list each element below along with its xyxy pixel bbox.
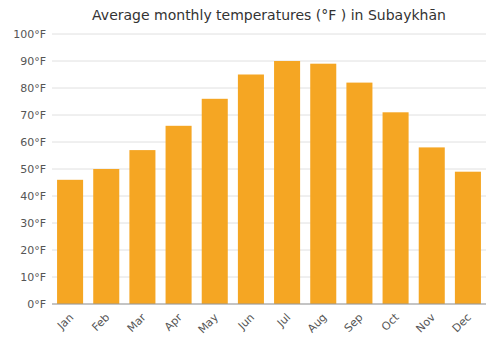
bar [202,99,228,304]
x-tick-label: Jun [235,311,257,333]
x-tick-labels: Jan Feb Mar Apr May Jun Jul Aug Sep Oct Nov Dec [54,310,474,336]
bar [238,75,264,305]
y-tick-label: 30°F [20,217,46,230]
grid-line [52,34,486,35]
x-tick-label: Oct [379,310,402,333]
y-tick-labels: 0°F 10°F 20°F 30°F 40°F 50°F 60°F 70°F 80°F 90°F 1… [13,28,46,311]
chart-title: Average monthly temperatures (°F ) in Su… [92,7,446,23]
x-tick-label: Jan [54,311,76,333]
x-tick-label: Jul [274,311,293,330]
y-tick-label: 70°F [20,109,46,122]
x-tick-label: Apr [162,311,185,334]
x-axis-line [52,304,486,305]
y-tick-label: 60°F [20,136,46,149]
bar [346,83,372,304]
y-tick-label: 80°F [20,82,46,95]
x-tick-label: Feb [89,311,112,334]
grid-line [52,304,486,305]
y-tick-label: 40°F [20,190,46,203]
y-grid [52,34,486,304]
chart-container: Average monthly temperatures (°F ) in Su… [0,0,500,350]
grid-line [52,61,486,62]
bar [93,169,119,304]
y-tick-label: 50°F [20,163,46,176]
grid-line [52,142,486,143]
bar [455,172,481,304]
y-tick-label: 10°F [20,271,46,284]
x-tick-label: Mar [125,311,149,335]
chart-svg: Average monthly temperatures (°F ) in Su… [0,0,500,350]
bar [419,147,445,304]
bar [310,64,336,304]
y-tick-label: 100°F [13,28,46,41]
bar [383,112,409,304]
x-tick-label: Dec [450,311,474,335]
bar [274,61,300,304]
bars [57,61,481,304]
bar [129,150,155,304]
x-tick-label: Nov [413,311,438,336]
grid-line [52,115,486,116]
y-tick-label: 0°F [27,298,46,311]
y-tick-label: 20°F [20,244,46,257]
y-tick-label: 90°F [20,55,46,68]
bar [57,180,83,304]
bar [166,126,192,304]
grid-line [52,88,486,89]
x-tick-label: May [196,311,222,337]
x-tick-label: Aug [305,311,329,335]
x-tick-label: Sep [342,311,366,335]
